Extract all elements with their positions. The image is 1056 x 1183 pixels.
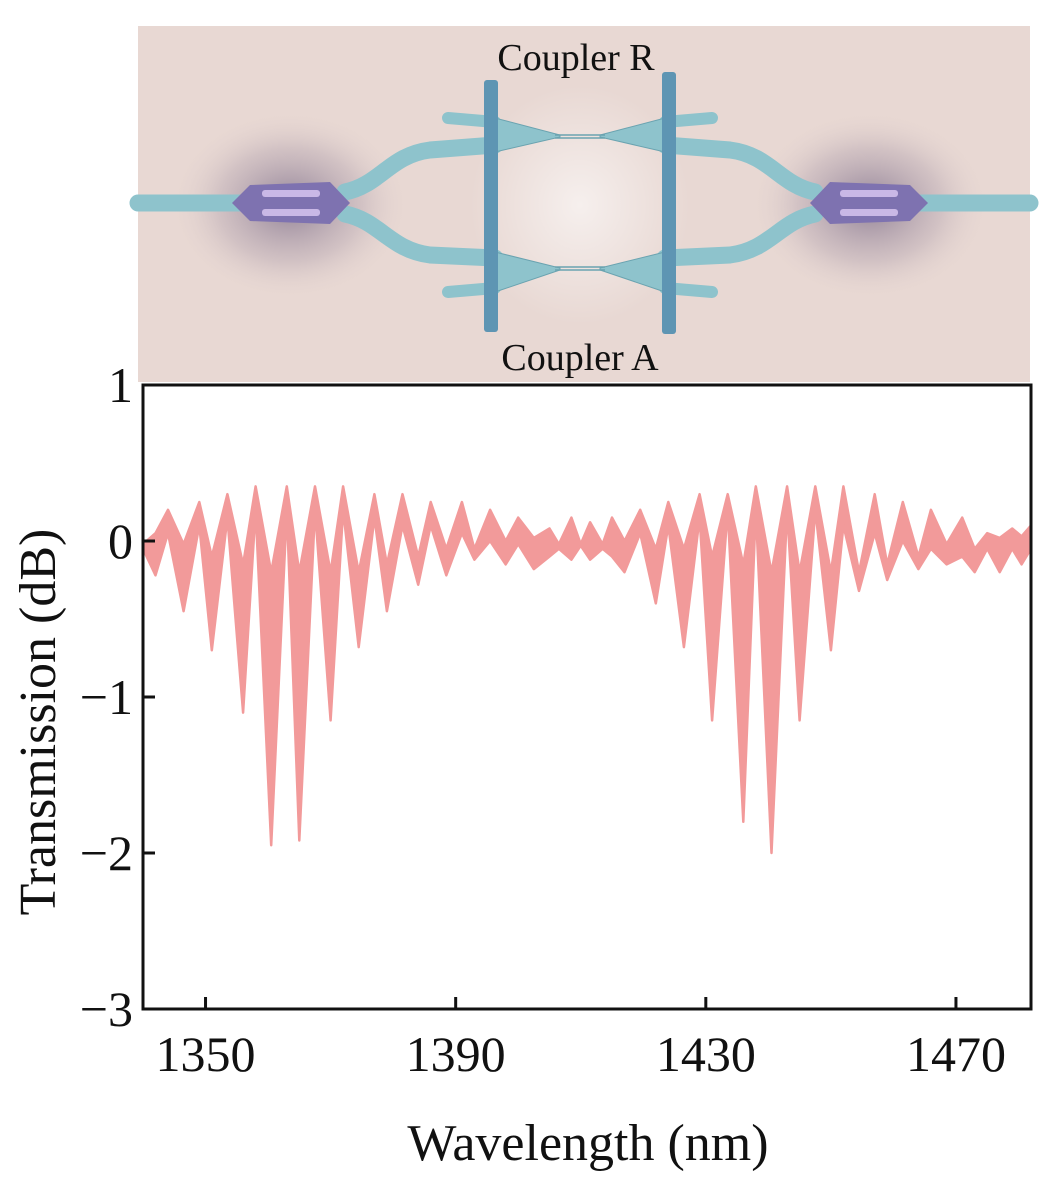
left-upper-branch <box>336 136 504 201</box>
left-splitter <box>232 182 350 224</box>
coupler-r-gap <box>555 134 605 139</box>
right-coupler-bar <box>662 72 676 334</box>
x-tick-label: 1430 <box>656 1026 756 1082</box>
chart: 1350 1390 1430 1470 1 0 −1 −2 −3 Wavelength (nm… <box>10 357 1033 1172</box>
device-illustration: Coupler R Coupler A <box>129 26 1039 382</box>
coupler-a-gap <box>555 266 605 271</box>
x-ticks: 1350 1390 1430 1470 <box>156 997 1006 1082</box>
right-splitter <box>810 182 928 224</box>
coupler-tapers <box>494 117 666 293</box>
y-tick-label: −1 <box>80 669 133 725</box>
x-tick-label: 1390 <box>406 1026 506 1082</box>
y-tick-label: −3 <box>80 981 133 1037</box>
right-lower-branch <box>656 205 824 267</box>
left-lower-branch <box>336 205 504 267</box>
left-coupler-bar <box>484 80 498 332</box>
y-axis-label: Transmission (dB) <box>10 529 67 916</box>
y-tick-label: 1 <box>108 357 133 413</box>
y-tick-label: −2 <box>80 825 133 881</box>
right-upper-branch <box>656 136 824 201</box>
waveguides <box>129 112 1039 298</box>
x-tick-label: 1350 <box>156 1026 256 1082</box>
x-tick-label: 1470 <box>906 1026 1006 1082</box>
coupler-a-label: Coupler A <box>501 337 659 379</box>
x-axis-label: Wavelength (nm) <box>407 1115 768 1172</box>
y-ticks: 1 0 −1 −2 −3 <box>80 357 155 1037</box>
plot-area <box>143 385 1031 1009</box>
y-tick-label: 0 <box>108 513 133 569</box>
coupler-r-label: Coupler R <box>497 37 655 79</box>
